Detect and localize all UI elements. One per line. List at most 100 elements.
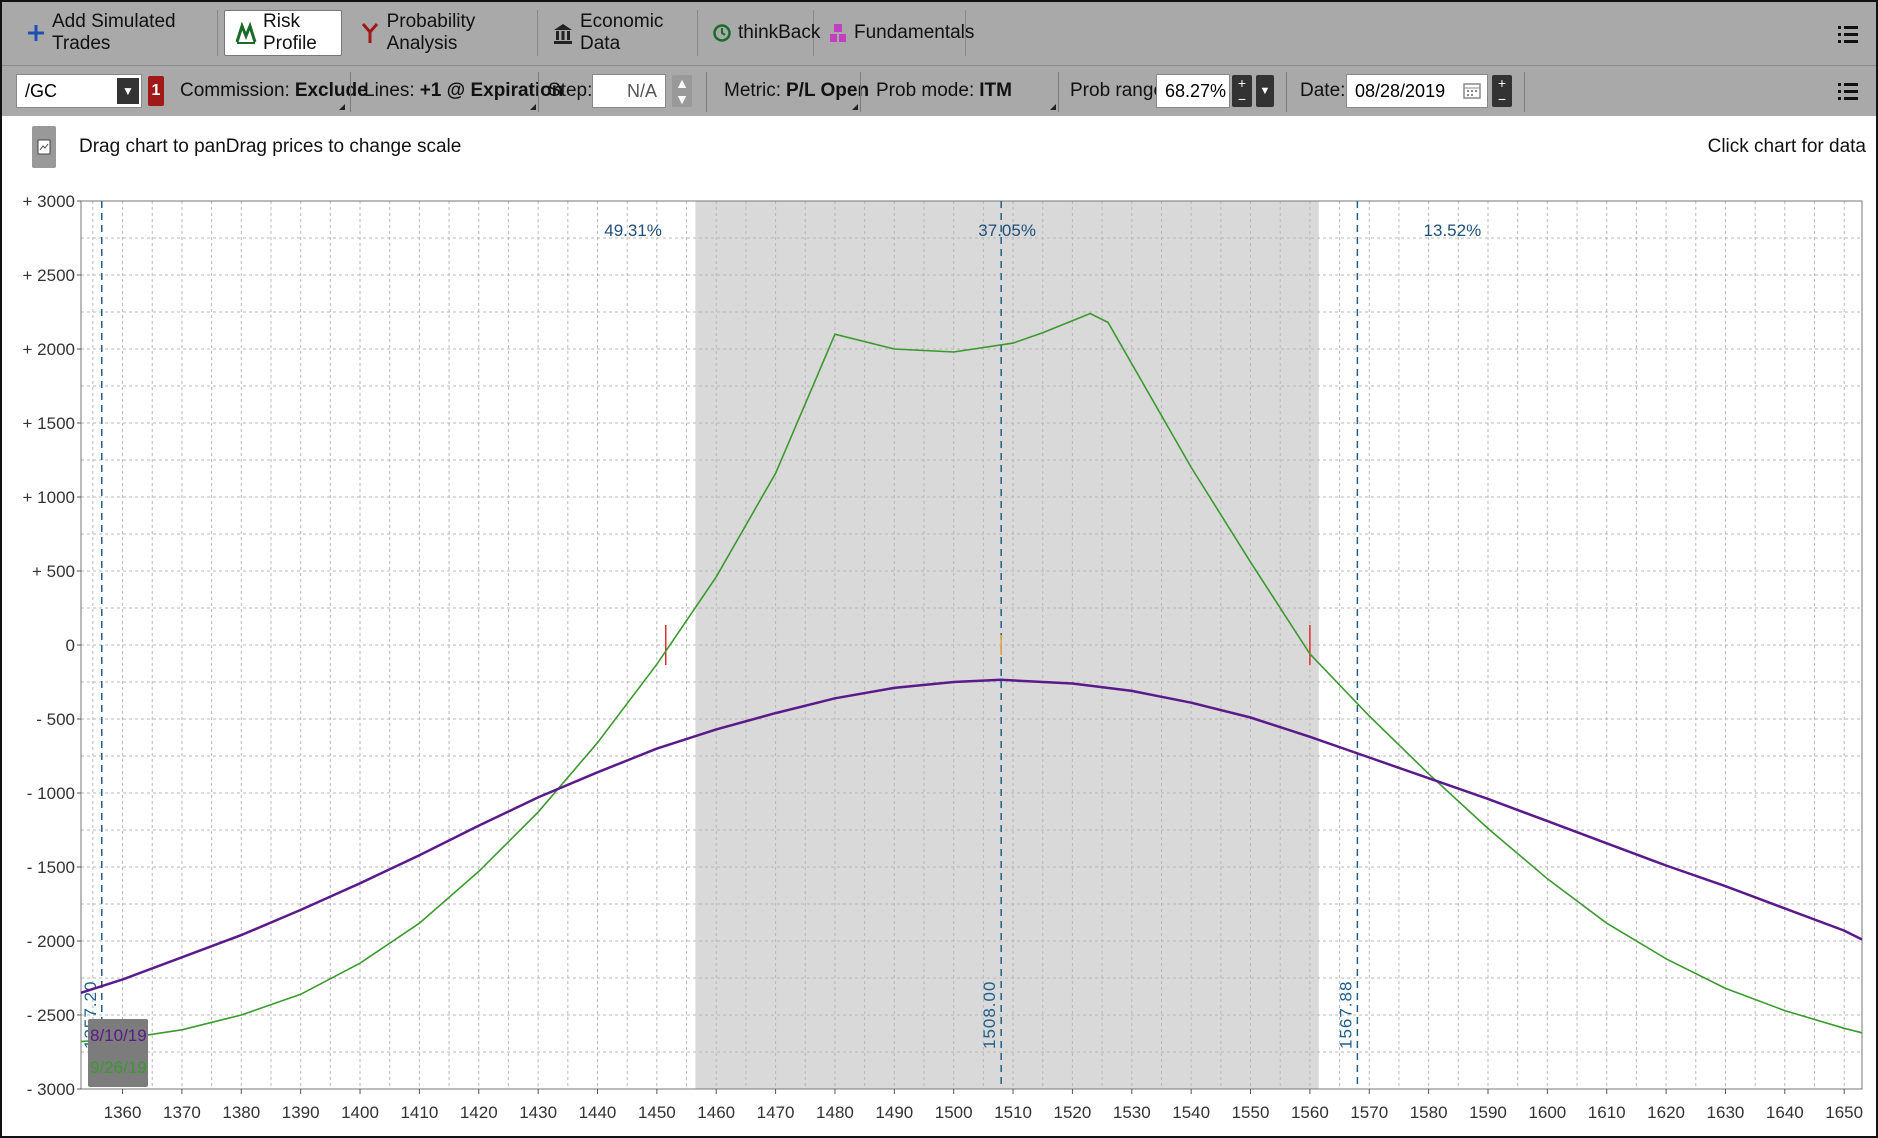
symbol-select[interactable]: /GC ▼ (16, 74, 142, 108)
x-tick-label: 1530 (1113, 1103, 1151, 1122)
x-tick-label: 1650 (1825, 1103, 1863, 1122)
probmode-control[interactable]: Prob mode: ITM (876, 66, 1012, 116)
series-line (80, 678, 1863, 994)
x-tick-label: 1640 (1766, 1103, 1804, 1122)
metric-control[interactable]: Metric: P/L Open (724, 66, 869, 116)
lines-control[interactable]: Lines: +1 @ Expiration (364, 66, 563, 116)
y-tick-label: 0 (66, 636, 75, 655)
tabs-menu-icon[interactable] (1834, 19, 1864, 49)
tab-risk-profile[interactable]: Risk Profile (224, 10, 342, 56)
y-tick-label: - 1500 (27, 858, 75, 877)
y-tick-label: - 1000 (27, 784, 75, 803)
x-tick-label: 1390 (282, 1103, 320, 1122)
price-marker-label: 1508.00 (980, 981, 999, 1049)
date-value: 08/28/2019 (1355, 80, 1446, 101)
probability-label: 49.31% (604, 221, 662, 240)
date-field[interactable]: 08/28/2019 (1346, 74, 1488, 108)
chart-header: Drag chart to panDrag prices to change s… (2, 116, 1876, 176)
tab-label: thinkBack (738, 22, 821, 43)
chart-legend: 8/10/19 9/26/19 (88, 1019, 148, 1087)
y-tick-label: + 500 (32, 562, 75, 581)
probmode-label: Prob mode: (876, 80, 975, 101)
tab-bar: Add Simulated Trades Risk Profile Probab… (2, 2, 1876, 65)
step-label: Step: (548, 80, 593, 101)
x-tick-label: 1540 (1172, 1103, 1210, 1122)
plus-icon (26, 21, 46, 45)
probability-icon (360, 21, 381, 45)
y-tick-label: + 3000 (23, 192, 75, 211)
settings-toolbar: /GC ▼ 1 Commission: Exclude Lines: +1 @ Ex… (2, 65, 1876, 116)
x-tick-label: 1400 (341, 1103, 379, 1122)
risk-profile-chart[interactable]: + 3000 + 2500 + 2000 + 1500 + 1000 + 500 0 - 50… (2, 186, 1876, 1136)
date-stepper[interactable]: + − (1492, 75, 1512, 107)
series-line (80, 312, 1863, 1043)
bank-icon (552, 21, 574, 45)
y-tick-label: - 2000 (27, 932, 75, 951)
x-tick-label: 1380 (222, 1103, 260, 1122)
price-marker-label: 1567.88 (1336, 981, 1355, 1049)
y-tick-label: - 3000 (27, 1080, 75, 1099)
legend-label: 9/26/19 (90, 1058, 147, 1077)
fundamentals-icon (828, 21, 848, 45)
x-tick-label: 1410 (400, 1103, 438, 1122)
x-tick-label: 1600 (1528, 1103, 1566, 1122)
y-tick-label: + 1000 (23, 488, 75, 507)
x-tick-label: 1490 (875, 1103, 913, 1122)
x-tick-label: 1470 (757, 1103, 795, 1122)
tab-economic-data[interactable]: Economic Data (542, 10, 698, 56)
lines-value: +1 @ Expiration (419, 80, 564, 101)
x-tick-label: 1550 (1232, 1103, 1270, 1122)
chart-icon (37, 139, 51, 155)
x-tick-label: 1580 (1410, 1103, 1448, 1122)
date-label: Date: (1300, 80, 1346, 101)
x-tick-label: 1430 (519, 1103, 557, 1122)
commission-control[interactable]: Commission: Exclude (180, 66, 368, 116)
risk-profile-icon (235, 21, 257, 45)
probrange-dropdown[interactable]: ▼ (1256, 75, 1274, 107)
tab-thinkback[interactable]: thinkBack (702, 10, 820, 56)
x-tick-label: 1590 (1469, 1103, 1507, 1122)
x-tick-label: 1560 (1291, 1103, 1329, 1122)
y-tick-label: + 2500 (23, 266, 75, 285)
probability-label: 13.52% (1424, 221, 1482, 240)
tab-fundamentals[interactable]: Fundamentals (818, 10, 974, 56)
x-tick-label: 1610 (1588, 1103, 1626, 1122)
tab-label: Economic Data (580, 11, 664, 54)
y-tick-label: - 2500 (27, 1006, 75, 1025)
x-tick-label: 1420 (460, 1103, 498, 1122)
calendar-icon[interactable] (1463, 81, 1481, 104)
tab-add-simulated-trades[interactable]: Add Simulated Trades (16, 10, 218, 56)
step-field[interactable]: N/A (592, 74, 666, 108)
metric-label: Metric: (724, 80, 781, 101)
tab-label: Add Simulated Trades (52, 11, 176, 54)
chart-hint-left: Drag chart to panDrag prices to change s… (79, 136, 462, 157)
y-tick-label: + 1500 (23, 414, 75, 433)
x-tick-label: 1570 (1350, 1103, 1388, 1122)
probrange-field[interactable]: 68.27% (1156, 74, 1230, 108)
legend-label: 8/10/19 (90, 1026, 147, 1045)
chevron-down-icon[interactable]: ▼ (117, 78, 139, 104)
tab-label: Probability Analysis (386, 11, 476, 54)
probmode-value: ITM (979, 80, 1012, 101)
x-tick-label: 1370 (163, 1103, 201, 1122)
tab-label: Fundamentals (854, 22, 975, 43)
probrange-label: Prob range: (1070, 80, 1170, 101)
commission-label: Commission: (180, 80, 290, 101)
lines-label: Lines: (364, 80, 415, 101)
legend-box (88, 1019, 148, 1087)
x-tick-label: 1630 (1707, 1103, 1745, 1122)
x-tick-label: 1620 (1647, 1103, 1685, 1122)
step-stepper[interactable]: ▲ ▼ (672, 75, 692, 107)
x-tick-label: 1500 (935, 1103, 973, 1122)
tab-probability-analysis[interactable]: Probability Analysis (350, 10, 538, 56)
x-tick-label: 1360 (104, 1103, 142, 1122)
x-tick-label: 1460 (697, 1103, 735, 1122)
chart-hint-right[interactable]: Click chart for data (1707, 136, 1866, 157)
toolbar-menu-icon[interactable] (1834, 76, 1864, 106)
chart-settings-button[interactable] (32, 126, 56, 168)
probrange-stepper[interactable]: + − (1232, 75, 1252, 107)
symbol-value: /GC (25, 80, 58, 101)
alert-badge[interactable]: 1 (148, 76, 164, 106)
x-tick-label: 1480 (816, 1103, 854, 1122)
